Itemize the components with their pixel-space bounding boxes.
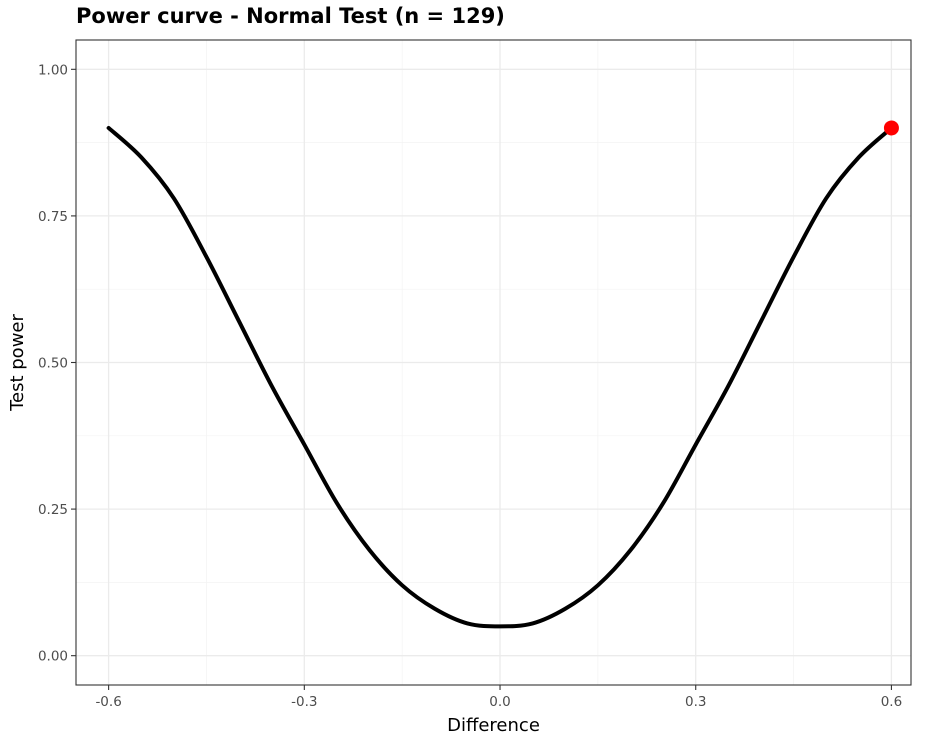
minor-gridlines <box>76 40 911 685</box>
x-tick-label: 0.0 <box>489 694 510 710</box>
chart-title: Power curve - Normal Test (n = 129) <box>76 4 505 28</box>
x-tick-label: 0.6 <box>881 694 902 710</box>
power-curve-series <box>106 125 894 629</box>
x-tick-label: 0.3 <box>685 694 706 710</box>
y-axis: 0.00 0.25 0.50 0.75 1.00 <box>38 62 76 665</box>
y-tick-label: 0.75 <box>38 209 68 225</box>
x-axis: -0.6 -0.3 0.0 0.3 0.6 <box>95 685 902 710</box>
y-tick-label: 0.25 <box>38 502 68 518</box>
y-tick-label: 0.50 <box>38 356 68 372</box>
y-tick-label: 0.00 <box>38 649 68 665</box>
y-tick-label: 1.00 <box>38 62 68 78</box>
highlight-point <box>883 120 899 136</box>
highlight-point-layer <box>883 120 899 136</box>
x-tick-label: -0.3 <box>291 694 317 710</box>
power-curve-line <box>106 125 894 629</box>
y-axis-title: Test power <box>7 314 28 412</box>
major-gridlines <box>76 40 911 685</box>
x-axis-title: Difference <box>447 715 540 736</box>
x-tick-label: -0.6 <box>95 694 121 710</box>
